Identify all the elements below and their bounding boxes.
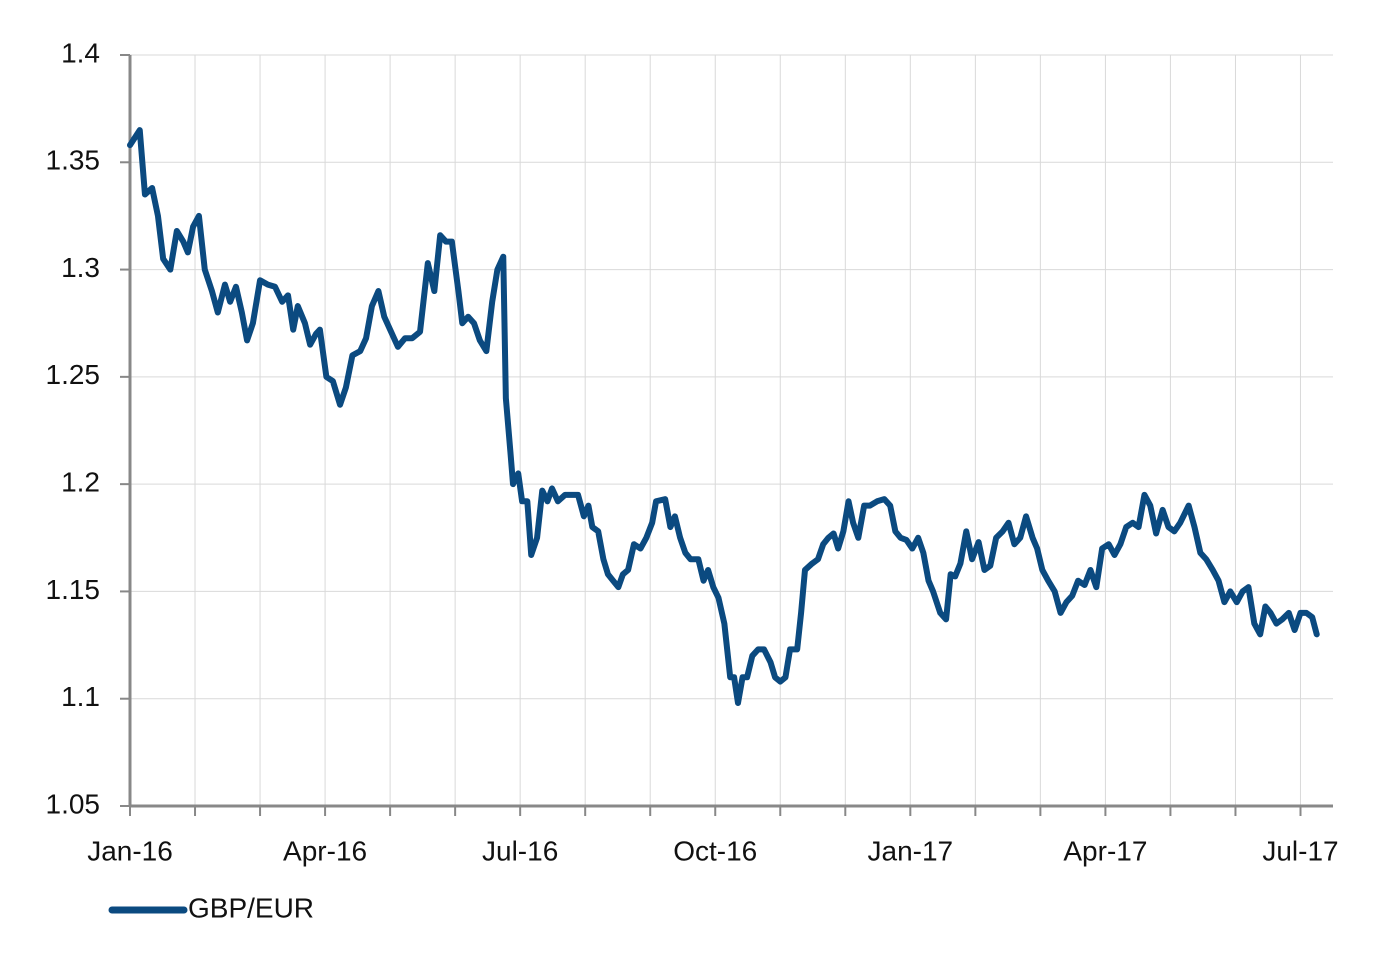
y-tick-label: 1.25 — [46, 359, 101, 390]
legend-label: GBP/EUR — [188, 892, 314, 923]
y-tick-label: 1.4 — [61, 37, 100, 68]
y-tick-label: 1.15 — [46, 574, 101, 605]
x-tick-label: Apr-16 — [283, 835, 367, 866]
x-tick-label: Jan-16 — [87, 835, 173, 866]
x-tick-label: Oct-16 — [673, 835, 757, 866]
x-tick-label: Jul-17 — [1262, 835, 1338, 866]
y-tick-label: 1.35 — [46, 145, 101, 176]
y-tick-label: 1.1 — [61, 681, 100, 712]
y-tick-label: 1.05 — [46, 788, 101, 819]
x-tick-label: Jul-16 — [482, 835, 558, 866]
line-series — [127, 127, 1320, 707]
y-tick-label: 1.3 — [61, 252, 100, 283]
y-tick-label: 1.2 — [61, 467, 100, 498]
x-tick-label: Apr-17 — [1063, 835, 1147, 866]
x-tick-label: Jan-17 — [868, 835, 954, 866]
